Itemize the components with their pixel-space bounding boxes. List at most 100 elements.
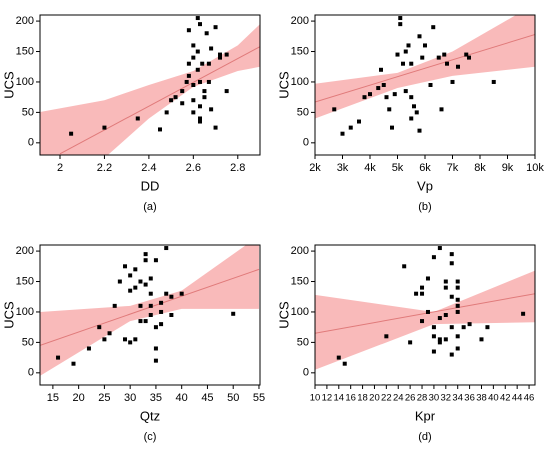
panel: 0 50 100 150 200 2k 3k 4k 5k 6k 7k 8k 9k 10k UCS Vp (b) bbox=[276, 14, 544, 213]
y-tick-label: 100 bbox=[16, 306, 34, 318]
point bbox=[425, 309, 430, 314]
point bbox=[206, 61, 211, 66]
point bbox=[169, 313, 174, 317]
fit-line bbox=[315, 293, 535, 334]
x-tick-label: 30 bbox=[429, 393, 440, 404]
point bbox=[133, 267, 138, 272]
point bbox=[198, 119, 202, 124]
point bbox=[138, 319, 143, 324]
y-tick-label: 150 bbox=[16, 45, 34, 57]
point bbox=[431, 255, 436, 260]
point bbox=[143, 282, 148, 287]
point bbox=[195, 49, 200, 54]
point bbox=[153, 325, 158, 330]
point bbox=[218, 52, 222, 57]
point bbox=[449, 261, 454, 266]
point bbox=[455, 297, 460, 302]
point bbox=[159, 322, 164, 327]
x-tick-label: 42 bbox=[500, 393, 511, 404]
point bbox=[431, 25, 436, 30]
point bbox=[153, 258, 158, 263]
point bbox=[148, 291, 153, 296]
plot-area bbox=[315, 15, 535, 136]
x-tick-label: 28 bbox=[417, 393, 428, 404]
x-tick-label: 2.2 bbox=[97, 162, 112, 174]
x-tick-label: 9k bbox=[502, 162, 514, 174]
point bbox=[71, 361, 76, 366]
x-tick-label: 2k bbox=[309, 162, 321, 174]
point bbox=[437, 246, 442, 251]
x-tick-label: 35 bbox=[150, 392, 162, 404]
confidence-band bbox=[40, 24, 260, 155]
point bbox=[135, 116, 140, 121]
y-axis-label: UCS bbox=[276, 71, 291, 99]
point bbox=[408, 340, 413, 345]
point bbox=[191, 43, 196, 48]
axes-frame bbox=[39, 14, 261, 156]
point bbox=[202, 89, 207, 94]
point bbox=[148, 276, 153, 281]
point bbox=[117, 279, 122, 284]
point bbox=[362, 95, 367, 100]
axes-frame bbox=[39, 244, 261, 386]
point bbox=[148, 303, 153, 308]
axes-frame bbox=[314, 244, 536, 386]
point bbox=[464, 52, 469, 57]
x-tick-label: 2.6 bbox=[186, 162, 201, 174]
point bbox=[449, 252, 454, 257]
plot-area bbox=[40, 245, 260, 376]
point bbox=[191, 83, 196, 87]
point bbox=[195, 67, 200, 72]
point bbox=[456, 64, 460, 69]
point bbox=[443, 279, 448, 284]
x-tick-label: 8k bbox=[474, 162, 486, 174]
x-tick-label: 46 bbox=[524, 393, 535, 404]
y-tick-label: 50 bbox=[22, 106, 34, 118]
x-tick-label: 5k bbox=[392, 162, 404, 174]
point bbox=[420, 285, 425, 290]
point bbox=[401, 61, 405, 66]
x-tick-label: 20 bbox=[369, 393, 380, 404]
x-tick-label: 10k bbox=[526, 162, 544, 174]
point bbox=[431, 334, 436, 339]
point bbox=[485, 325, 490, 330]
point bbox=[455, 285, 460, 290]
point bbox=[159, 300, 164, 305]
point bbox=[342, 361, 347, 366]
point bbox=[390, 125, 394, 130]
y-tick-label: 200 bbox=[16, 15, 34, 27]
point bbox=[213, 125, 218, 130]
fit-line bbox=[315, 34, 535, 103]
confidence-band bbox=[40, 245, 259, 376]
x-tick-label: 38 bbox=[476, 393, 487, 404]
point bbox=[191, 98, 196, 103]
panel: 0 50 100 150 200 2 2.2 2.4 2.6 2.8 UCS DD (a) bbox=[1, 14, 261, 213]
point bbox=[409, 95, 414, 100]
point bbox=[425, 276, 430, 281]
x-tick-label: 14 bbox=[333, 393, 344, 404]
point bbox=[186, 28, 191, 33]
point bbox=[123, 264, 128, 269]
point bbox=[443, 337, 448, 342]
point bbox=[224, 52, 229, 57]
point bbox=[406, 43, 411, 48]
point bbox=[164, 110, 169, 115]
y-tick-label: 100 bbox=[16, 76, 34, 88]
point bbox=[200, 61, 205, 66]
point bbox=[143, 258, 148, 263]
point bbox=[455, 303, 460, 308]
point bbox=[449, 352, 454, 357]
point bbox=[184, 79, 189, 84]
y-axis-label: UCS bbox=[276, 301, 291, 329]
point bbox=[436, 55, 441, 60]
point bbox=[467, 322, 472, 327]
point bbox=[123, 337, 128, 342]
x-tick-label: 18 bbox=[357, 393, 368, 404]
x-tick-label: 25 bbox=[98, 392, 110, 404]
point bbox=[218, 55, 222, 60]
point bbox=[409, 61, 414, 66]
point bbox=[191, 110, 196, 115]
point bbox=[461, 325, 466, 330]
point bbox=[357, 119, 361, 124]
